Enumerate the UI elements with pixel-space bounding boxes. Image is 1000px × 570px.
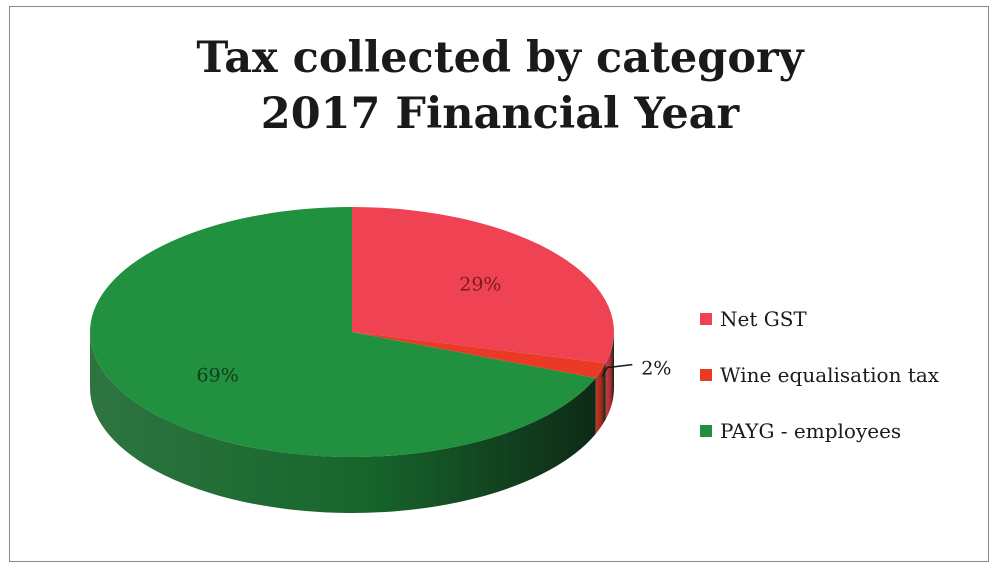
slice-label-net-gst: 29% [459, 273, 501, 295]
legend-swatch-net-gst [700, 313, 712, 325]
legend-label-wine-equalisation-tax: Wine equalisation tax [720, 363, 940, 387]
legend-item-payg-employees: PAYG - employees [700, 417, 939, 445]
pie-side-net-gst [605, 332, 614, 420]
chart-title-line-1: Tax collected by category [196, 33, 804, 83]
pie-side-payg-employees [90, 332, 596, 514]
legend-label-net-gst: Net GST [720, 307, 807, 331]
legend-label-payg-employees: PAYG - employees [720, 419, 902, 443]
pie-slice-wine-equalisation-tax [352, 332, 606, 379]
chart-title: Tax collected by category 2017 Financial… [0, 30, 1000, 142]
legend-item-wine-equalisation-tax: Wine equalisation tax [700, 361, 939, 389]
slice-label-wine-equalisation-tax: 2% [641, 358, 671, 380]
legend: Net GST Wine equalisation tax PAYG - emp… [700, 305, 939, 473]
chart-title-line-2: 2017 Financial Year [260, 89, 740, 139]
leader-line-wine-equalisation-tax [601, 363, 633, 378]
slice-label-payg-employees: 69% [197, 365, 239, 387]
pie-slice-net-gst [352, 207, 614, 364]
legend-item-net-gst: Net GST [700, 305, 939, 333]
pie-side-wine-equalisation-tax [595, 363, 606, 435]
legend-swatch-payg-employees [700, 425, 712, 437]
pie-slice-payg-employees [90, 207, 596, 457]
legend-swatch-wine-equalisation-tax [700, 369, 712, 381]
